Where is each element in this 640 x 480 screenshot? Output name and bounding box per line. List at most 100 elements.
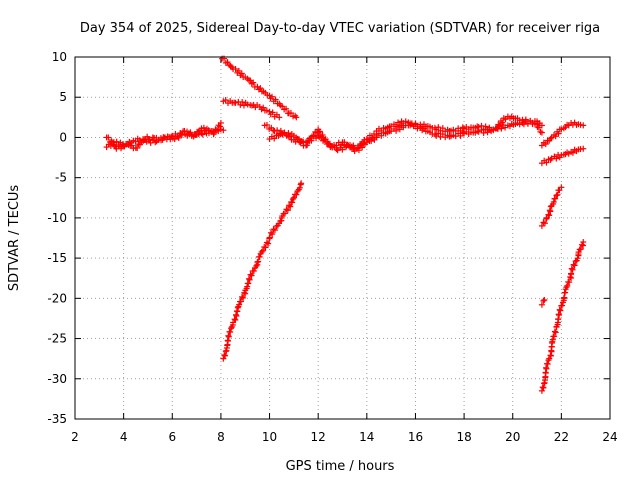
series-trace (569, 119, 584, 128)
series-trace (506, 113, 523, 124)
series-arc-9 (220, 180, 305, 362)
data-point (558, 184, 565, 191)
x-tick-label: 24 (602, 430, 617, 444)
series-trace (292, 181, 304, 198)
series-trace (575, 241, 587, 256)
series-arc-12 (538, 239, 587, 394)
x-tick-label: 2 (71, 430, 79, 444)
data-point (402, 118, 409, 125)
series-trace (534, 124, 544, 135)
series-trace (235, 98, 249, 109)
data-point (293, 114, 300, 121)
series-trace (279, 196, 296, 220)
y-axis-label: SDTVAR / TECUs (7, 185, 22, 292)
y-tick-label: -20 (47, 291, 67, 305)
series-arc-4 (220, 96, 283, 121)
data-point (538, 129, 545, 136)
data-point (232, 99, 239, 106)
series-trace (232, 65, 247, 81)
series-trace (258, 104, 270, 114)
y-tick-label: 0 (59, 130, 67, 144)
y-tick-label: 5 (59, 90, 67, 104)
x-tick-label: 6 (168, 430, 176, 444)
x-tick-label: 18 (456, 430, 471, 444)
data-point (220, 127, 227, 134)
data-point (152, 139, 159, 146)
series-trace (433, 130, 451, 141)
data-points (103, 55, 587, 394)
x-tick-label: 8 (217, 430, 225, 444)
series-trace (134, 138, 147, 152)
series-arc-3 (219, 55, 300, 121)
y-tick-label: -15 (47, 251, 67, 265)
series-arc-11 (538, 296, 548, 308)
series-trace (255, 85, 271, 98)
y-tick-label: -35 (47, 412, 67, 426)
series-trace (143, 136, 156, 146)
x-axis-label: GPS time / hours (286, 459, 395, 474)
series-trace (231, 289, 249, 323)
x-tick-label: 10 (262, 430, 277, 444)
data-point (276, 114, 283, 121)
series-trace (341, 139, 357, 153)
series-trace (174, 128, 187, 141)
data-point (217, 119, 224, 126)
data-point (198, 130, 205, 137)
x-tick-label: 12 (311, 430, 326, 444)
series-trace (547, 324, 560, 359)
series-trace (221, 55, 235, 71)
y-tick-label: -30 (47, 372, 67, 386)
series-trace (405, 119, 421, 132)
series-arc-10 (538, 184, 565, 229)
data-point (580, 122, 587, 129)
plot-frame (74, 56, 611, 420)
data-point (541, 296, 548, 303)
series-arc-2 (103, 119, 224, 152)
series-trace (554, 297, 567, 328)
x-tick-label: 4 (120, 430, 128, 444)
x-tick-label: 20 (505, 430, 520, 444)
series-trace (561, 274, 575, 301)
data-point (538, 301, 545, 308)
series-trace (375, 123, 393, 134)
data-point (200, 124, 207, 131)
data-point (298, 180, 305, 187)
series-trace (268, 131, 284, 142)
data-point (580, 239, 587, 246)
y-tick-label: -5 (55, 171, 67, 185)
series-trace (569, 146, 584, 156)
series-trace (539, 357, 552, 391)
series-trace (550, 195, 559, 207)
x-tick-label: 16 (408, 430, 423, 444)
series-trace (244, 75, 258, 90)
series-trace (247, 101, 261, 111)
grid-lines (75, 57, 610, 419)
series-trace (545, 203, 554, 219)
series-trace (447, 129, 466, 140)
series-trace (540, 135, 554, 148)
series-trace (492, 115, 509, 132)
series-trace (568, 252, 582, 277)
series-trace (506, 120, 523, 130)
series-arc-8 (373, 113, 545, 141)
series-trace (560, 149, 572, 158)
series-trace (463, 128, 481, 137)
series-trace (184, 128, 196, 139)
chart-title: Day 354 of 2025, Sidereal Day-to-day VTE… (80, 21, 600, 36)
axis-ticks: 2 4 6 8 10 12 14 16 18 20 22 241050-5-10-15-20-25-3… (47, 50, 617, 444)
series-trace (366, 135, 378, 145)
series-trace (192, 125, 205, 139)
y-tick-label: -10 (47, 211, 67, 225)
series-trace (243, 261, 261, 292)
series-trace (540, 297, 547, 304)
data-point (580, 145, 587, 152)
series-trace (304, 128, 320, 149)
series-trace (391, 118, 407, 130)
series-trace (478, 126, 495, 136)
y-tick-label: -25 (47, 332, 67, 346)
data-point (278, 130, 285, 137)
data-point (290, 194, 297, 201)
y-tick-label: 10 (52, 50, 67, 64)
series-trace (287, 109, 299, 120)
